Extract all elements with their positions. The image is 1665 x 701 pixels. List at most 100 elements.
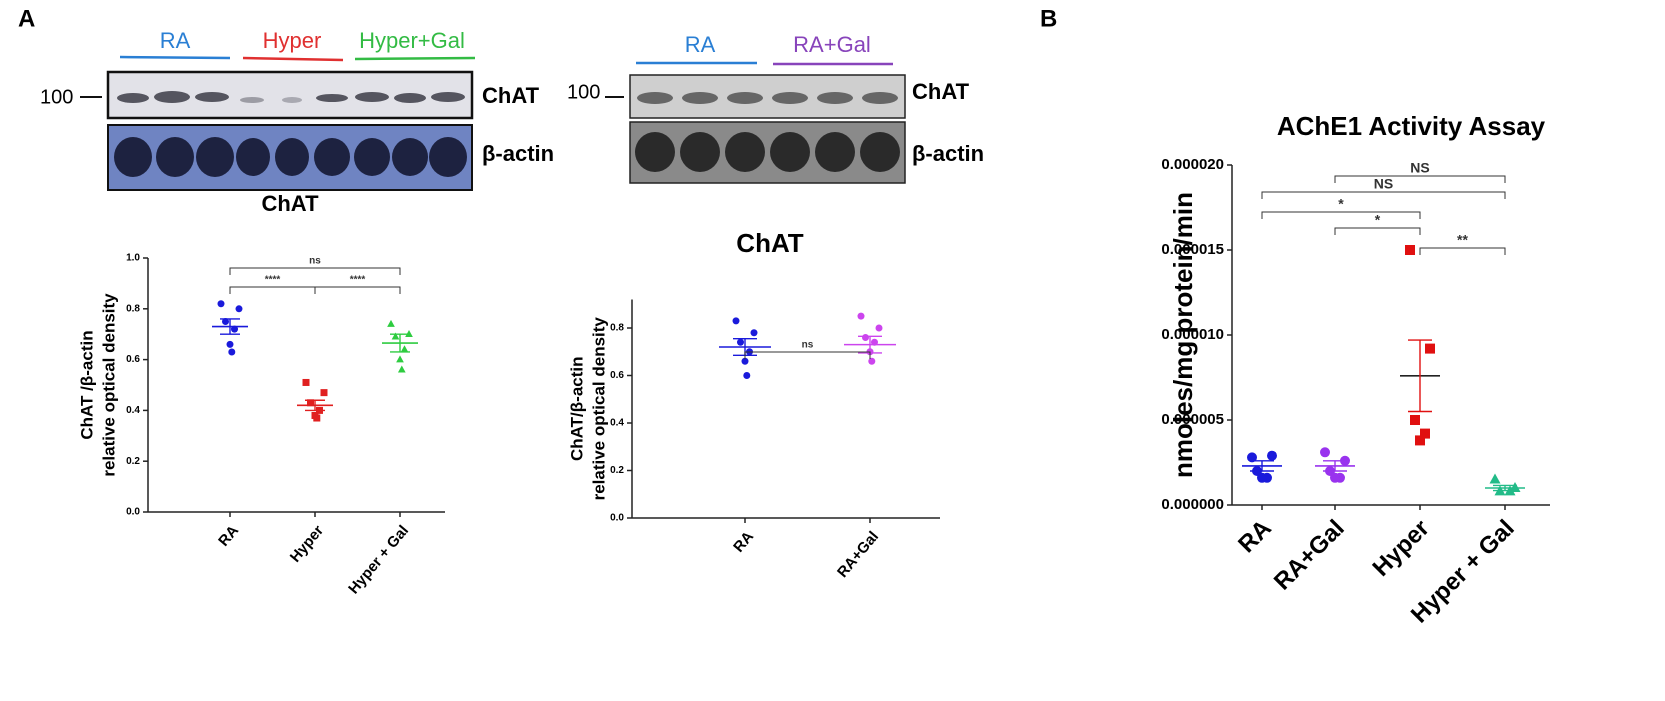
y-tick-label: 0.6 (610, 370, 624, 381)
group-line (119, 55, 231, 60)
y-axis-label: ChAT /β-actin (77, 330, 96, 439)
data-point (868, 357, 876, 365)
panel-label: B (1040, 5, 1057, 32)
data-point (875, 324, 883, 332)
data-point (228, 348, 236, 356)
data-point (741, 357, 749, 365)
y-tick-label: 0.2 (126, 456, 140, 467)
significance-label: NS (1410, 160, 1429, 176)
significance-bracket (744, 351, 871, 359)
mw-marker: 100 (40, 86, 73, 108)
y-tick-label: 0.0 (610, 513, 624, 524)
significance-bracket (314, 286, 401, 294)
significance-label: ** (1457, 232, 1468, 248)
blot: RA RA+Gal 100 ChAT β-actin ChAT (567, 32, 984, 258)
data-point (320, 389, 328, 397)
data-point (400, 345, 409, 353)
data-point (737, 338, 744, 346)
data-point (1405, 245, 1415, 255)
significance-label: ns (309, 256, 321, 267)
data-point (396, 355, 404, 363)
data-point (397, 365, 406, 373)
mw-marker: 100 (567, 81, 600, 103)
blot-caption: ChAT (736, 228, 804, 258)
data-point (743, 372, 751, 379)
group-line (242, 56, 344, 62)
data-point (226, 340, 234, 348)
y-tick-label: 0.000005 (1161, 411, 1224, 428)
significance-bracket (1261, 191, 1506, 199)
y-axis-label: nmoles/mg protein/min (1168, 192, 1198, 478)
data-point (1410, 415, 1420, 425)
x-tick-label: RA (215, 522, 242, 550)
data-point (750, 329, 758, 337)
group-label: RA (685, 32, 716, 57)
data-point (732, 317, 740, 325)
significance-label: **** (265, 275, 281, 286)
x-tick-label: RA (1233, 515, 1277, 559)
significance-label: * (1338, 196, 1344, 212)
data-point (857, 312, 865, 320)
bands (637, 92, 898, 104)
group-label: Hyper+Gal (359, 28, 465, 53)
data-point (313, 414, 321, 422)
x-tick-label: RA+Gal (834, 528, 882, 581)
significance-label: * (1375, 212, 1381, 228)
data-point (235, 305, 243, 313)
y-tick-label: 0.000010 (1161, 326, 1224, 343)
data-point (302, 378, 310, 386)
significance-label: **** (350, 275, 366, 286)
data-point (307, 399, 314, 407)
y-tick-label: 0.000020 (1161, 156, 1224, 173)
y-tick-label: 0.2 (610, 465, 624, 476)
y-tick-label: 0.6 (126, 354, 140, 365)
blot-strip (629, 74, 906, 119)
data-point (1420, 428, 1430, 439)
y-axis-label: relative optical density (589, 317, 608, 501)
data-point (1415, 435, 1425, 446)
y-tick-label: 0.000000 (1161, 496, 1224, 513)
y-axis-label: ChAT/β-actin (567, 357, 586, 462)
data-point (1489, 473, 1501, 484)
x-tick-label: RA+Gal (1269, 515, 1350, 596)
y-tick-label: 1.0 (126, 253, 140, 264)
band-label: β-actin (912, 141, 984, 166)
chart-title: AChE1 Activity Assay (1277, 111, 1546, 141)
band-label: β-actin (482, 141, 554, 166)
bands (117, 91, 465, 103)
x-tick-label: RA (730, 528, 757, 556)
bands (635, 132, 900, 172)
significance-bracket (229, 286, 316, 294)
y-tick-label: 0.4 (126, 405, 140, 416)
group-label: RA (160, 28, 191, 53)
blot-caption: ChAT (261, 191, 319, 216)
data-point (1320, 447, 1330, 458)
group-label: Hyper (263, 28, 322, 53)
significance-bracket (1334, 227, 1421, 235)
data-point (1257, 472, 1267, 483)
band-label: ChAT (912, 79, 970, 104)
data-point (217, 300, 225, 308)
x-tick-label: Hyper + Gal (345, 522, 412, 597)
significance-label: ns (802, 340, 814, 351)
panel-label: A (18, 5, 35, 32)
data-point (1247, 452, 1257, 463)
data-point (1330, 472, 1340, 483)
blot: RA Hyper Hyper+Gal 100 ChAT β-actin ChAT (40, 28, 554, 216)
significance-bracket (1261, 211, 1421, 219)
y-axis-label: relative optical density (99, 293, 118, 477)
significance-label: NS (1374, 176, 1393, 192)
significance-bracket (229, 267, 401, 275)
data-point (862, 334, 869, 341)
blot-strip (629, 121, 906, 184)
group-line (354, 56, 476, 61)
data-point (1425, 343, 1435, 354)
bands (114, 137, 467, 177)
data-point (391, 332, 400, 340)
data-point (387, 319, 395, 327)
y-tick-label: 0.8 (126, 303, 140, 314)
y-tick-label: 0.0 (126, 507, 140, 518)
data-point (1267, 450, 1277, 461)
